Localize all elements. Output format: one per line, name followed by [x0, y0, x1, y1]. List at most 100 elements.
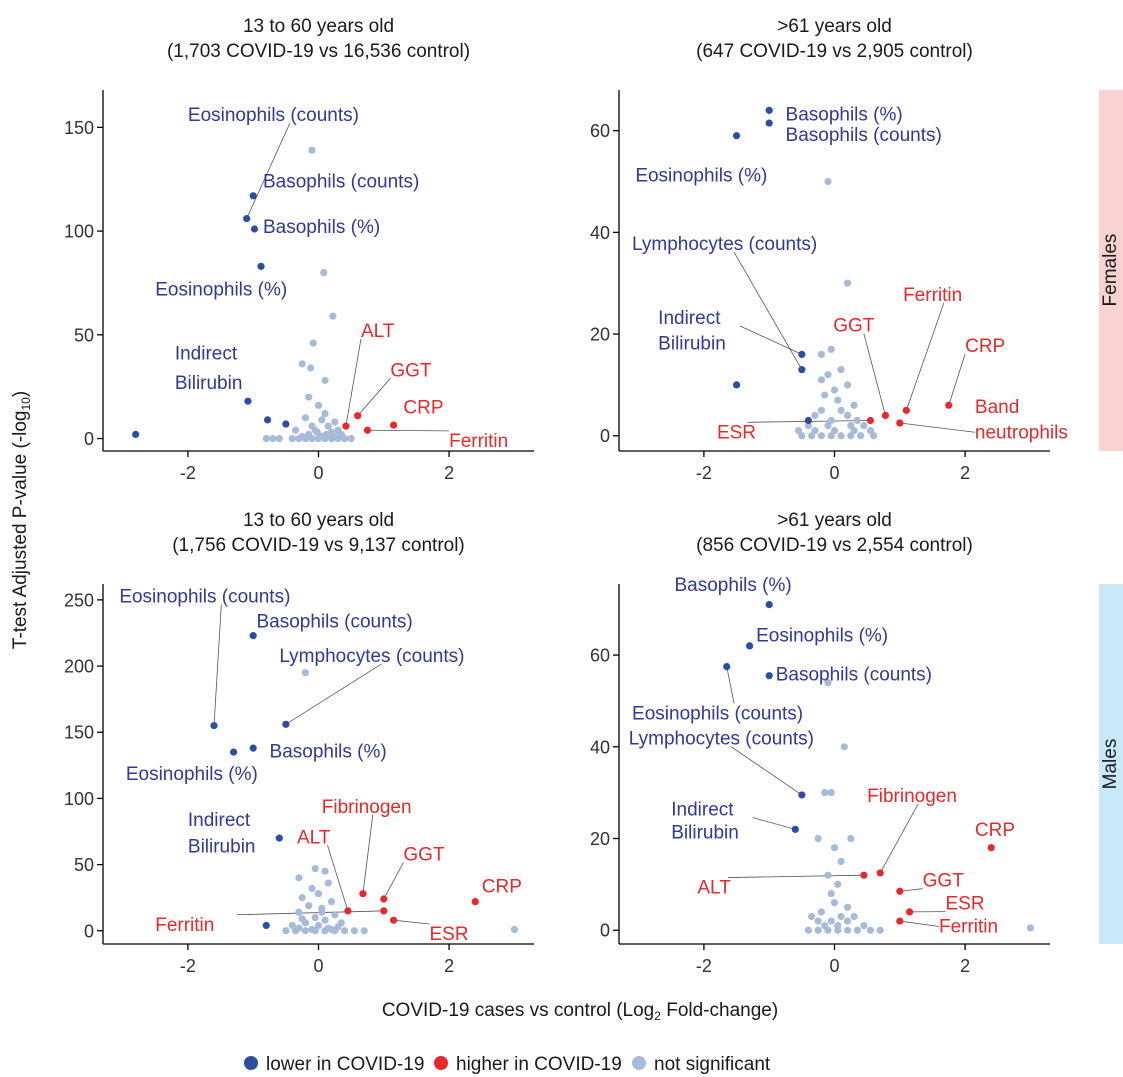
point-lower	[791, 825, 799, 833]
point-not-significant	[847, 432, 855, 440]
point-higher	[354, 412, 362, 420]
point-lower	[132, 430, 140, 439]
point-higher	[881, 411, 890, 420]
point-not-significant	[817, 908, 826, 916]
label-connector	[727, 874, 864, 878]
panels: 13 to 60 years old (1,703 COVID-19 vs 16,…	[64, 16, 1068, 976]
x-tick-label: 0	[829, 463, 839, 483]
label-connector	[899, 422, 975, 433]
point-lower	[732, 381, 741, 389]
panel-title-line1: >61 years old	[777, 16, 892, 37]
point-lower	[250, 225, 259, 233]
label-connector	[285, 663, 382, 725]
point-not-significant	[853, 926, 861, 934]
point-not-significant	[298, 360, 306, 368]
point-not-significant	[798, 432, 806, 440]
point-not-significant	[305, 902, 313, 910]
legend-label-lower: lower in COVID-19	[266, 1054, 424, 1075]
label-connector	[345, 338, 362, 427]
strip-label-females: Females	[1100, 234, 1121, 307]
point-label: Ferritin	[449, 431, 508, 452]
point-not-significant	[843, 279, 852, 287]
point-not-significant	[850, 912, 858, 921]
point-not-significant	[321, 867, 329, 875]
point-not-significant	[837, 857, 845, 866]
point-label: CRP	[965, 336, 1005, 357]
point-label: Eosinophils (counts)	[119, 587, 290, 608]
panel-2: >61 years old (647 COVID-19 vs 2,905 cont…	[590, 16, 1068, 483]
point-not-significant	[860, 421, 868, 430]
point-not-significant	[311, 864, 319, 873]
x-tick-label: -2	[696, 463, 712, 483]
point-label: GGT	[923, 871, 965, 892]
panel-title-line2: (1,703 COVID-19 vs 16,536 control)	[167, 41, 470, 62]
point-not-significant	[324, 422, 332, 430]
x-tick-label: -2	[696, 956, 712, 976]
point-not-significant	[347, 434, 355, 443]
point-lower	[262, 921, 270, 930]
label-connector	[213, 604, 222, 726]
point-not-significant	[327, 898, 336, 906]
point-label: Band	[975, 397, 1019, 418]
point-not-significant	[866, 926, 875, 934]
point-lower	[275, 834, 283, 842]
point-higher	[896, 419, 904, 427]
point-lower	[263, 416, 272, 424]
x-tick-label: 2	[960, 463, 970, 483]
point-lower	[249, 632, 257, 640]
point-higher	[342, 422, 350, 430]
point-not-significant	[814, 917, 822, 925]
point-lower	[249, 744, 257, 752]
legend-label-not-significant: not significant	[654, 1054, 771, 1075]
point-not-significant	[827, 432, 835, 440]
point-not-significant	[321, 927, 329, 935]
point-lower	[230, 748, 238, 756]
y-tick-label: 50	[74, 325, 94, 345]
point-not-significant	[837, 366, 845, 374]
point-not-significant	[830, 386, 839, 394]
panel-4: >61 years old (856 COVID-19 vs 2,554 cont…	[590, 510, 1050, 976]
point-not-significant	[824, 678, 832, 687]
panel-title-line1: 13 to 60 years old	[243, 16, 394, 37]
point-lower	[765, 119, 773, 127]
point-not-significant	[275, 434, 283, 443]
point-label: ALT	[361, 321, 395, 342]
point-not-significant	[307, 364, 315, 372]
y-tick-label: 20	[590, 829, 610, 849]
point-higher	[945, 401, 953, 409]
panel-title-line1: >61 years old	[777, 510, 892, 531]
point-lower	[210, 722, 218, 730]
point-not-significant	[269, 434, 277, 443]
point-not-significant	[322, 430, 330, 439]
y-tick-label: 0	[600, 921, 610, 941]
point-lower	[798, 791, 806, 799]
point-label: Basophils (%)	[263, 217, 380, 238]
point-not-significant	[827, 345, 835, 353]
point-label: Ferritin	[903, 285, 962, 306]
label-connector	[726, 666, 735, 704]
y-tick-label: 150	[64, 723, 94, 743]
label-connector	[899, 888, 923, 892]
y-tick-label: 100	[64, 222, 94, 242]
point-not-significant	[360, 927, 368, 935]
x-tick-label: -2	[180, 956, 196, 976]
point-label: Basophils (%)	[675, 575, 792, 596]
point-label: Indirect	[188, 810, 251, 831]
point-not-significant	[318, 416, 326, 424]
point-not-significant	[857, 432, 865, 440]
label-connector	[752, 817, 796, 830]
point-label: CRP	[403, 398, 443, 419]
x-axis-label: COVID-19 cases vs control (Log2 Fold-cha…	[382, 1000, 778, 1023]
point-not-significant	[341, 927, 349, 935]
point-not-significant	[341, 434, 349, 443]
point-not-significant	[837, 432, 845, 440]
label-connector	[730, 746, 803, 796]
label-connector	[739, 325, 803, 355]
point-label: Bilirubin	[671, 823, 739, 844]
label-connector	[733, 251, 803, 370]
point-not-significant	[298, 915, 306, 923]
point-not-significant	[830, 899, 839, 907]
point-label: Bilirubin	[658, 333, 726, 354]
point-label: Lymphocytes (counts)	[629, 729, 814, 750]
panel-3: 13 to 60 years old (1,756 COVID-19 vs 9,1…	[64, 510, 534, 976]
